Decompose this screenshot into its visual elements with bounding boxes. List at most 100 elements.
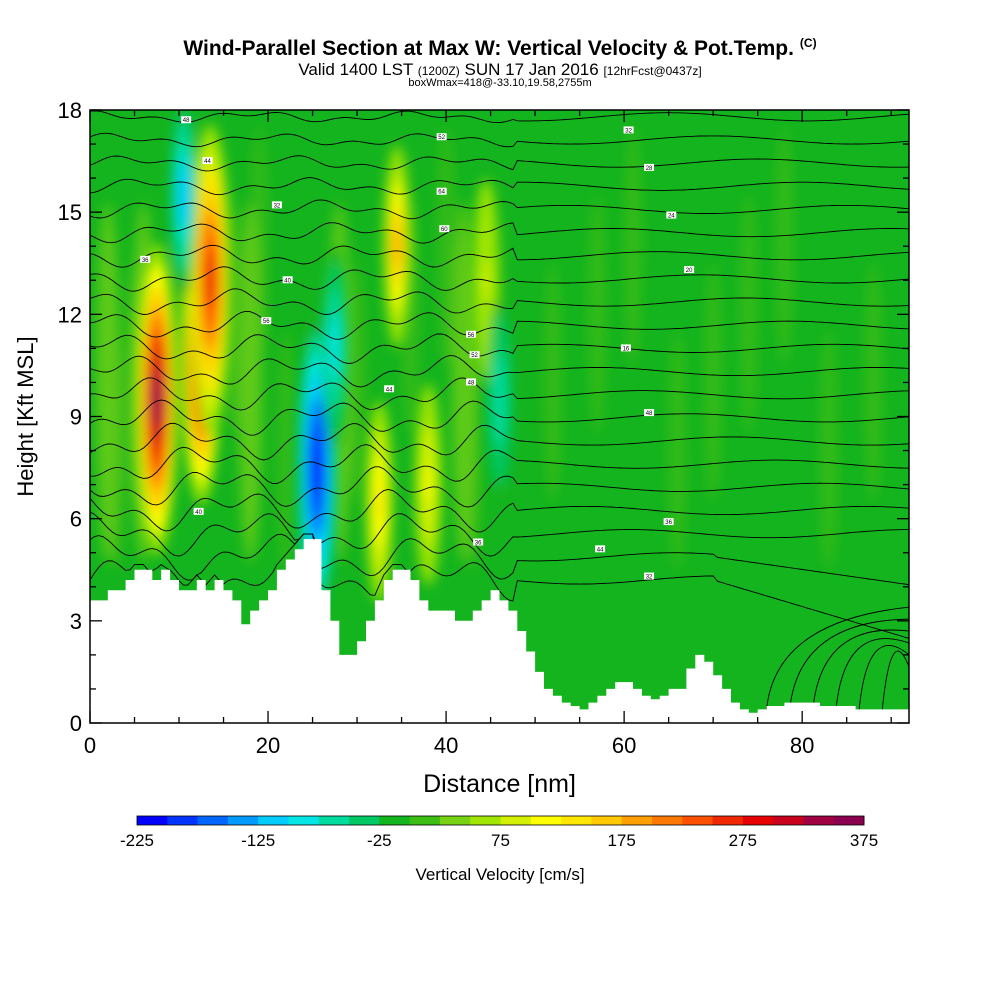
contour-label-box — [202, 157, 213, 165]
box-info: boxWmax=418@-33.10,19.58,2755m — [408, 77, 592, 89]
contour-label-box — [181, 116, 192, 124]
isentrope-line — [90, 422, 909, 461]
updraft-core — [205, 252, 215, 308]
isentrope-line — [90, 132, 909, 148]
isentrope-arc — [812, 629, 909, 710]
y-tick-label: 12 — [58, 302, 82, 327]
colorbar-swatch — [167, 816, 199, 825]
colorbar-swatch — [318, 816, 350, 825]
contour-label: 64 — [438, 190, 445, 196]
weak-updraft-streak — [864, 262, 883, 503]
copyright-mark: (C) — [799, 36, 817, 50]
colorbar-swatch — [561, 816, 592, 825]
contour-label: 40 — [284, 278, 291, 284]
y-tick-label: 3 — [70, 609, 82, 634]
contour-label: 28 — [646, 166, 653, 172]
colorbar-swatch — [712, 816, 744, 825]
chart-subtitle: Valid 1400 LST (1200Z) SUN 17 Jan 2016 [… — [0, 60, 1000, 80]
colorbar-swatch — [349, 816, 380, 825]
contour-label-box — [384, 385, 395, 393]
x-tick-label: 20 — [256, 733, 280, 758]
x-tick-label: 40 — [434, 733, 458, 758]
isentrope-line — [90, 399, 909, 436]
contour-label: 56 — [263, 319, 270, 325]
downdraft-core — [312, 440, 322, 496]
isentrope-line — [90, 377, 909, 411]
contour-labels: 48 36 44 32 40 56 52 64 60 56 52 48 44 40 36 32 28 24 20 16… — [140, 116, 695, 581]
colorbar: -225 -125 -25 75 175 275 375 Vertical Velocity … — [120, 815, 878, 884]
plot-area: 48 36 44 32 40 56 52 64 60 56 52 48 44 40 36 32 28 24 20 16… — [90, 89, 909, 723]
y-tick-label: 15 — [58, 200, 82, 225]
colorbar-swatch — [197, 816, 229, 825]
contour-label-box — [439, 225, 450, 233]
valid-date: SUN 17 Jan 2016 — [464, 60, 599, 79]
contour-label: 36 — [665, 520, 672, 526]
weak-updraft-streak — [348, 262, 367, 503]
contour-label-box — [436, 187, 447, 195]
isentrope-line — [90, 89, 909, 99]
contour-label: 20 — [686, 268, 693, 274]
contour-label-box — [193, 507, 204, 515]
y-tick-label: 18 — [58, 98, 82, 123]
isentropes — [90, 89, 909, 710]
isentrope-line — [90, 288, 909, 316]
contour-label-box — [644, 163, 655, 171]
colorbar-swatch — [742, 816, 774, 825]
valid-utc: (1200Z) — [417, 64, 460, 78]
moderate-updraft-streak — [238, 202, 263, 563]
colorbar-swatch — [227, 816, 259, 825]
colorbar-tick-label: -225 — [120, 831, 154, 850]
isentrope-line — [90, 155, 909, 172]
isentrope-line — [90, 266, 909, 292]
isentrope-line — [90, 310, 909, 340]
isentrope-line — [90, 489, 909, 533]
weak-updraft-streak — [668, 330, 687, 571]
contour-label-box — [663, 518, 674, 526]
x-tick-label: 60 — [612, 733, 636, 758]
contour-label-box — [261, 317, 272, 325]
isentrope-arc — [858, 644, 909, 710]
colorbar-tick-label: 75 — [491, 831, 510, 850]
colorbar-swatch — [258, 816, 289, 825]
colorbar-tick-label: 275 — [729, 831, 757, 850]
axis-ticks — [89, 109, 909, 724]
colorbar-swatch — [833, 816, 865, 825]
contour-label: 60 — [441, 227, 448, 233]
isentrope-line — [90, 466, 909, 508]
isentrope-line — [90, 222, 909, 244]
isentrope-line — [90, 354, 909, 388]
contour-label: 32 — [646, 575, 653, 581]
isentrope-arc — [881, 650, 909, 710]
contour-label-box — [466, 378, 477, 386]
contour-label-box — [666, 211, 677, 219]
isentrope-line — [90, 110, 909, 124]
contour-label: 48 — [183, 118, 190, 124]
updraft-core — [375, 482, 383, 522]
weak-updraft-streak — [543, 262, 562, 503]
isentrope-arc — [789, 618, 909, 710]
contour-label-box — [140, 255, 151, 263]
x-tick-label: 80 — [790, 733, 814, 758]
colorbar-tick-label: 375 — [850, 831, 878, 850]
colorbar-swatch — [773, 816, 804, 825]
colorbar-swatch — [439, 816, 471, 825]
colorbar-tick-label: 175 — [607, 831, 635, 850]
contour-label: 44 — [204, 159, 211, 165]
y-axis-label: Height [Kft MSL] — [13, 336, 38, 496]
colorbar-swatch — [651, 816, 683, 825]
isentrope-line — [90, 333, 909, 364]
contour-label-box — [469, 351, 480, 359]
contour-label: 52 — [438, 135, 445, 141]
contour-label-box — [620, 344, 631, 352]
colorbar-swatch — [530, 816, 562, 825]
isentrope-line — [90, 177, 909, 196]
colorbar-swatch — [379, 816, 411, 825]
downdraft-core — [331, 328, 339, 368]
downdraft-core — [179, 175, 188, 215]
isentrope-line — [90, 444, 909, 484]
contour-label-box — [282, 276, 293, 284]
updraft-core — [393, 226, 401, 266]
weak-updraft-streak — [624, 126, 643, 367]
chart-title: Wind-Parallel Section at Max W: Vertical… — [0, 36, 1000, 61]
y-tick-label: 0 — [70, 711, 82, 736]
